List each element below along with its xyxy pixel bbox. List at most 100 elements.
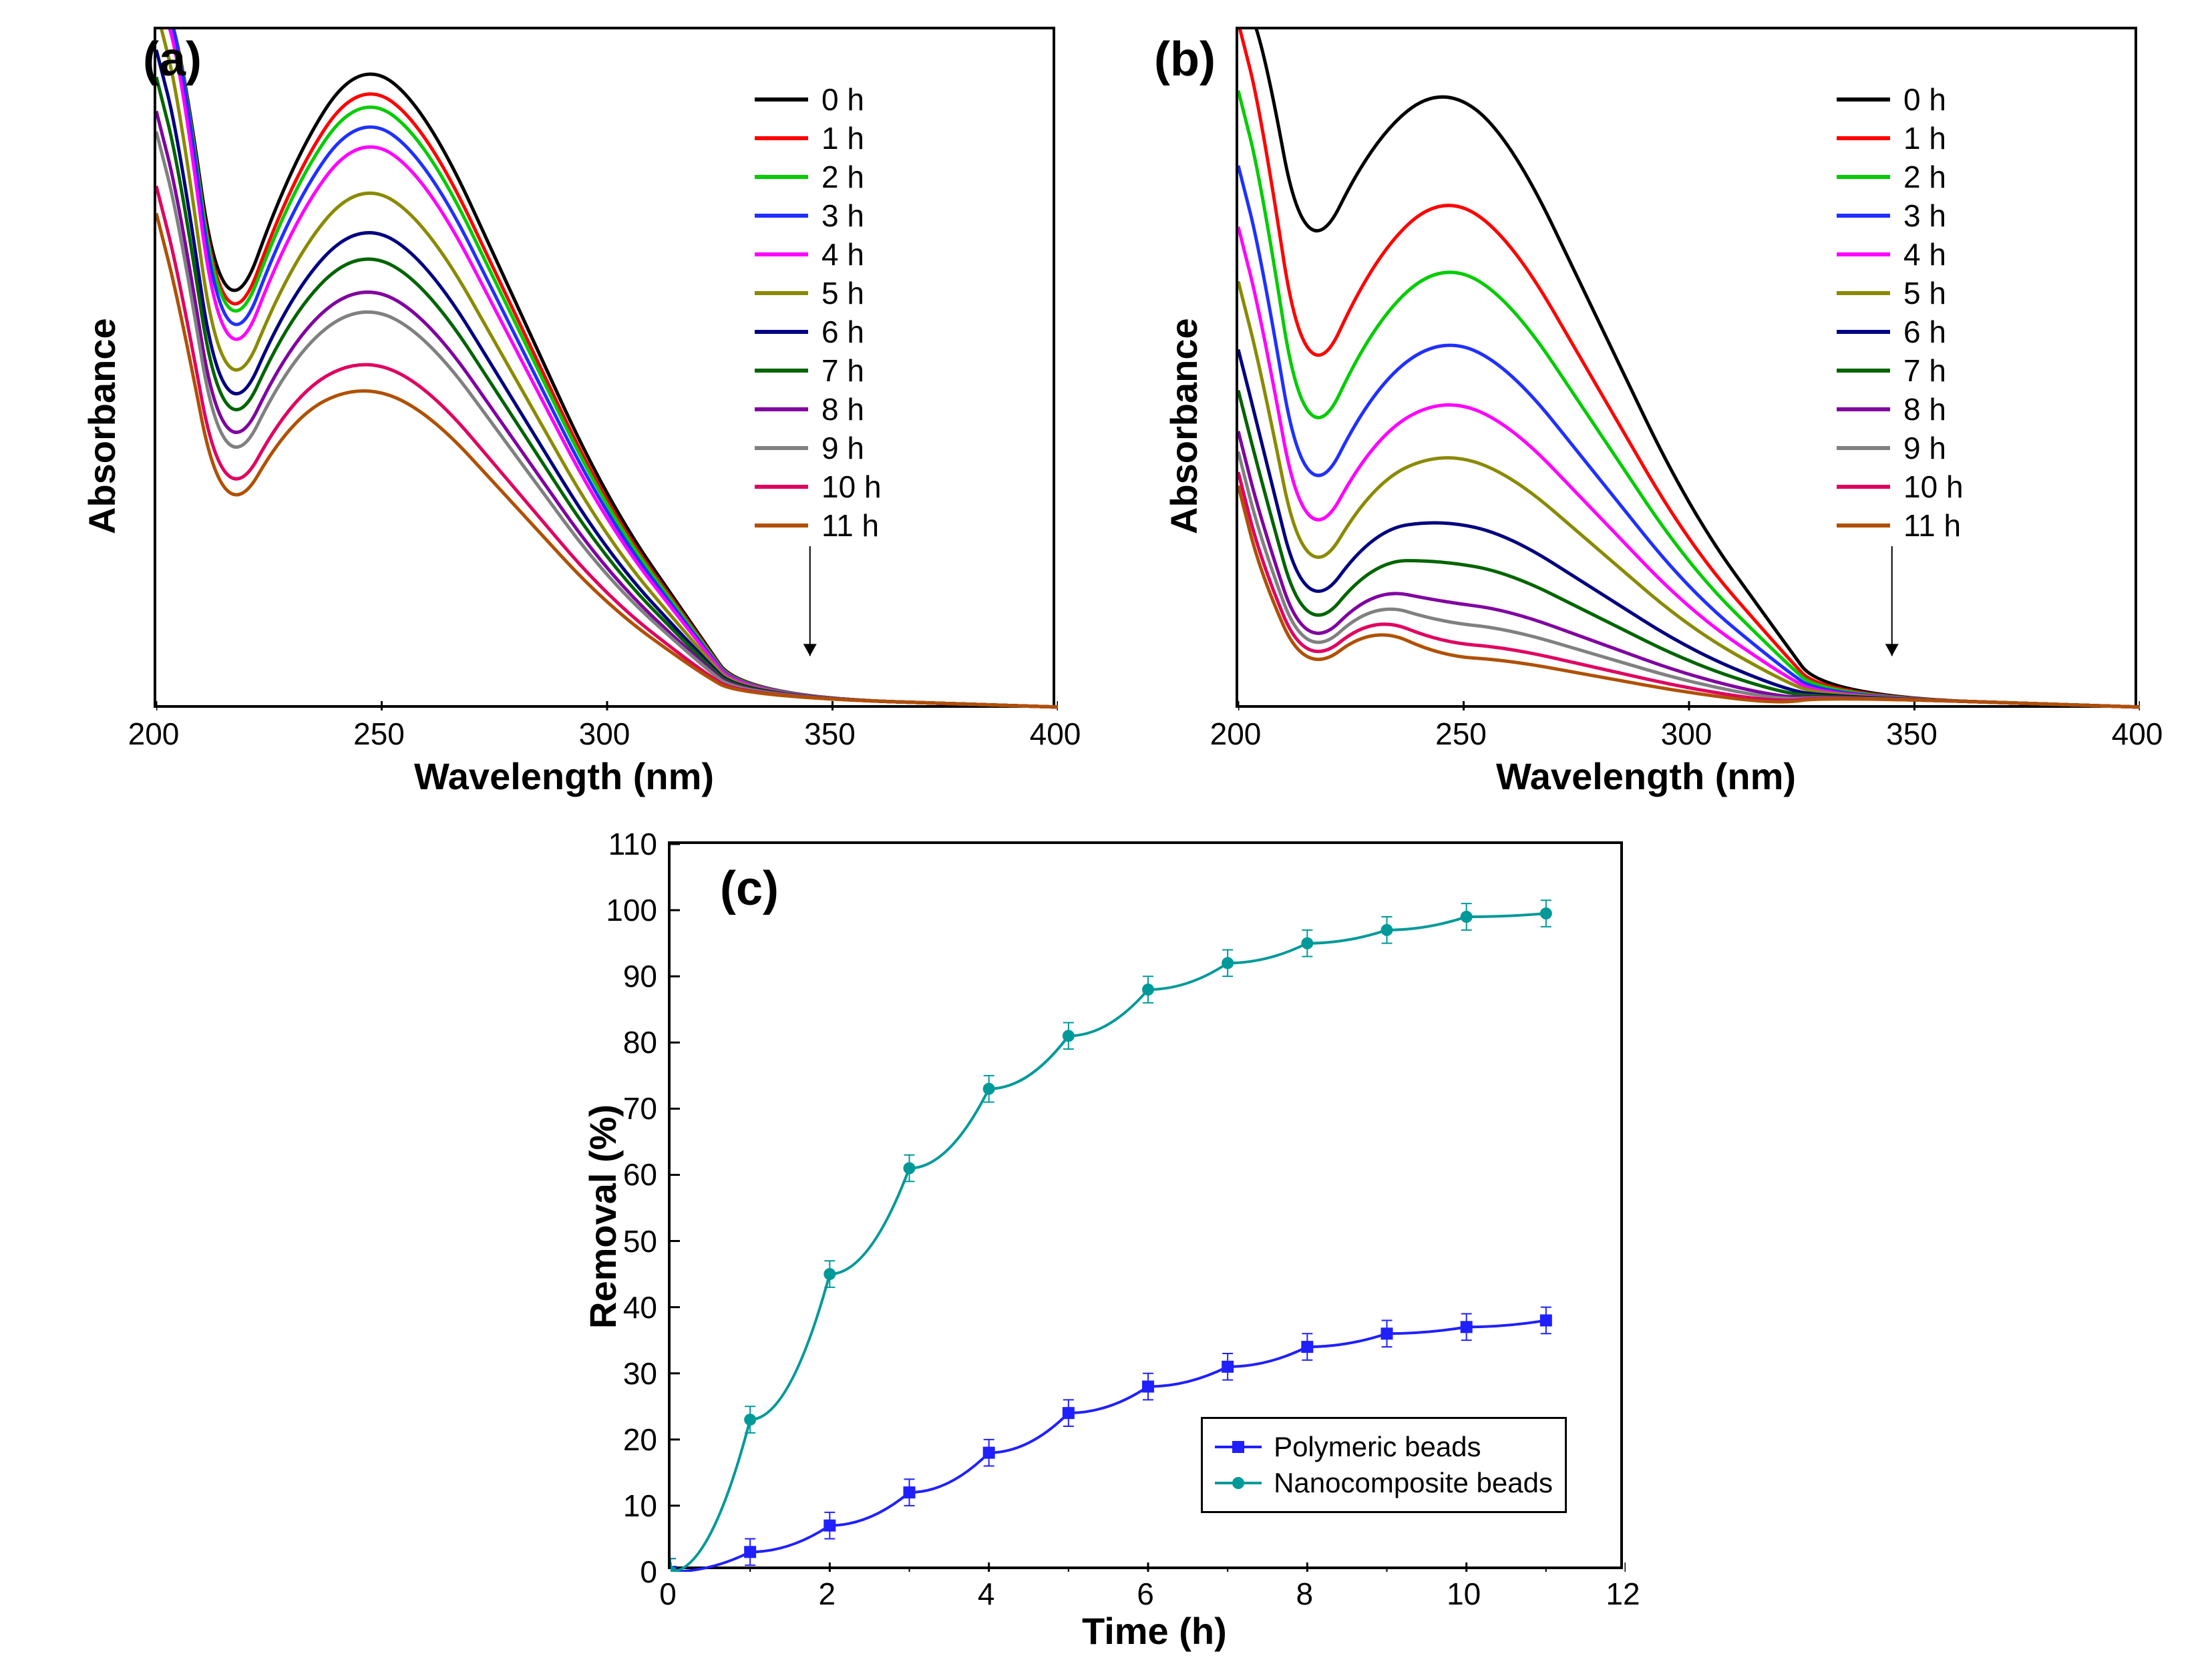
legend-row: 4 h [1837,236,1964,272]
xtick-label: 300 [579,716,630,752]
legend-swatch [1837,330,1890,334]
legend-swatch [1837,523,1890,528]
legend-label: 2 h [1903,159,1946,195]
panel-a-ylabel: Absorbance [80,318,124,534]
legend-row: Polymeric beads [1215,1431,1553,1463]
legend-label: Nanocomposite beads [1274,1467,1553,1499]
legend-line [1215,1446,1262,1448]
legend-label: 2 h [821,159,864,195]
legend-row: 1 h [1837,120,1964,156]
legend-label: 8 h [821,391,864,427]
legend-label: 5 h [821,275,864,311]
xtick-label: 12 [1606,1576,1640,1612]
xtick-label: 350 [1886,716,1938,752]
panel-c-tag: (c) [720,861,779,916]
legend-label: Polymeric beads [1274,1431,1481,1463]
legend-swatch [1837,446,1890,450]
legend-marker [1232,1477,1244,1489]
legend-row: 2 h [755,159,882,195]
panel-a-legend: 0 h1 h2 h3 h4 h5 h6 h7 h8 h9 h10 h11 h [755,81,882,546]
figure-container: Absorbance Wavelength (nm) 200 250 300 350 4… [0,0,2212,1676]
legend-label: 3 h [821,198,864,234]
legend-swatch [1837,407,1890,411]
panel-b-frame [1236,27,2137,708]
legend-swatch [755,446,808,450]
legend-row: 8 h [755,391,882,427]
legend-label: 6 h [821,314,864,350]
legend-row: 6 h [755,314,882,350]
legend-swatch [755,214,808,218]
legend-row: 0 h [755,81,882,118]
xtick-label: 200 [128,716,180,752]
panel-b-ylabel: Absorbance [1162,318,1206,534]
legend-label: 10 h [821,469,882,505]
legend-row: 6 h [1837,314,1964,350]
legend-row: 7 h [755,353,882,389]
legend-row: 5 h [1837,275,1964,311]
panel-a-frame [154,27,1055,708]
legend-label: 8 h [1903,391,1946,427]
xtick-label: 400 [2112,716,2163,752]
legend-swatch [755,369,808,373]
xtick-label: 8 [1296,1576,1314,1612]
legend-label: 1 h [821,120,864,156]
legend-swatch [755,291,808,295]
legend-swatch [1837,97,1890,101]
legend-swatch [755,523,808,528]
panel-c-legend: Polymeric beads Nanocomposite beads [1201,1417,1567,1513]
legend-swatch [755,485,808,489]
legend-swatch [1837,252,1890,256]
panel-a-svg [156,29,1058,710]
panel-b-xlabel: Wavelength (nm) [1496,755,1796,798]
panel-a-xlabel: Wavelength (nm) [414,755,714,798]
legend-label: 7 h [821,353,864,389]
legend-swatch [1837,485,1890,489]
legend-label: 9 h [1903,430,1946,466]
xtick-label: 300 [1661,716,1712,752]
legend-label: 7 h [1903,353,1946,389]
xtick-label: 0 [659,1576,677,1612]
xtick-label: 4 [978,1576,995,1612]
panel-c-frame: Polymeric beads Nanocomposite beads [668,841,1623,1569]
legend-row: 3 h [1837,198,1964,234]
xtick-label: 2 [819,1576,836,1612]
panel-a: Absorbance Wavelength (nm) 200 250 300 350 4… [40,13,1082,808]
legend-label: 1 h [1903,120,1946,156]
xtick-label: 6 [1137,1576,1154,1612]
legend-row: 1 h [755,120,882,156]
legend-swatch [755,330,808,334]
panel-b: Absorbance Wavelength (nm) 2002503003504… [1122,13,2164,808]
panel-b-svg [1238,29,2140,710]
legend-swatch [755,407,808,411]
xtick-label: 10 [1447,1576,1481,1612]
legend-row: 8 h [1837,391,1964,427]
legend-swatch [755,97,808,101]
xtick-label: 350 [804,716,856,752]
legend-label: 11 h [1903,507,1961,544]
legend-label: 10 h [1903,469,1964,505]
legend-label: 4 h [1903,236,1946,272]
legend-row: 9 h [1837,430,1964,466]
legend-row: 7 h [1837,353,1964,389]
legend-row: 4 h [755,236,882,272]
legend-swatch [1837,291,1890,295]
legend-row: 11 h [1837,507,1964,544]
legend-row: 9 h [755,430,882,466]
legend-swatch [1837,369,1890,373]
xtick-label: 250 [1435,716,1487,752]
panel-b-tag: (b) [1154,32,1216,87]
legend-label: 0 h [821,81,864,118]
legend-row: Nanocomposite beads [1215,1467,1553,1499]
panel-c-xlabel: Time (h) [1082,1609,1227,1653]
legend-label: 3 h [1903,198,1946,234]
legend-row: 3 h [755,198,882,234]
panel-c-ylabel: Removal (%) [581,1104,624,1329]
legend-marker [1232,1441,1244,1453]
panel-b-legend: 0 h1 h2 h3 h4 h5 h6 h7 h8 h9 h10 h11 h [1837,81,1964,546]
legend-label: 11 h [821,507,879,544]
legend-line [1215,1482,1262,1484]
xtick-label: 250 [353,716,405,752]
legend-swatch [755,252,808,256]
legend-row: 2 h [1837,159,1964,195]
legend-swatch [1837,214,1890,218]
